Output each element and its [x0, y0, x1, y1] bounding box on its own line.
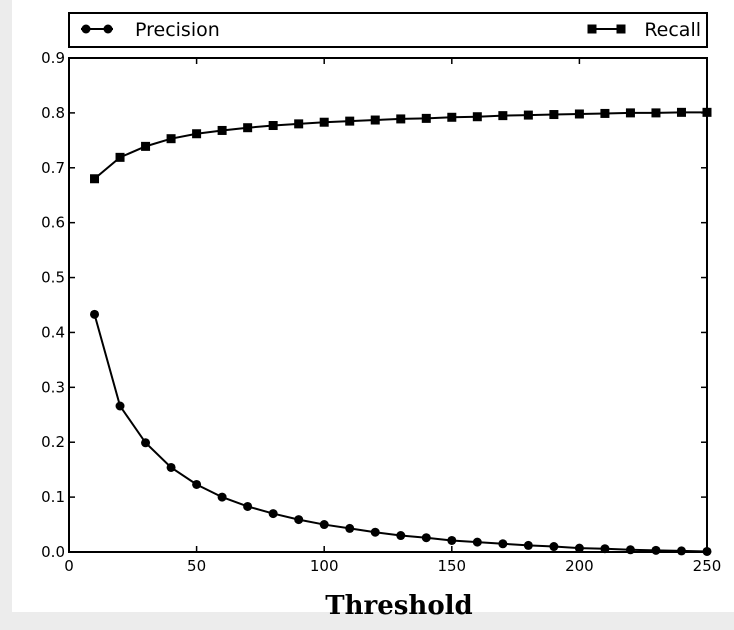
precision-point: [268, 509, 278, 519]
legend-recall-label: Recall: [644, 19, 701, 41]
recall-point: [396, 114, 406, 124]
precision-point: [166, 462, 176, 472]
precision-point: [625, 545, 635, 555]
legend-recall-marker: [587, 24, 597, 34]
precision-point: [294, 515, 304, 525]
precision-point: [192, 479, 202, 489]
recall-point: [421, 113, 431, 123]
precision-point: [319, 520, 329, 530]
y-tick-label: 0.5: [41, 269, 65, 287]
y-tick-label: 0.9: [41, 49, 65, 67]
precision-point: [421, 533, 431, 543]
x-tick-label: 250: [693, 557, 722, 575]
series-layer: [90, 107, 712, 556]
precision-point: [370, 527, 380, 537]
x-axis-label: Threshold: [325, 591, 472, 621]
recall-point: [472, 112, 482, 122]
precision-point: [498, 539, 508, 549]
plot-area: [68, 57, 708, 553]
x-tick-label: 150: [437, 557, 466, 575]
precision-point: [651, 545, 661, 555]
recall-point: [651, 108, 661, 118]
precision-point: [600, 544, 610, 554]
x-tick-label: 0: [64, 557, 74, 575]
recall-point: [523, 110, 533, 120]
x-tick-label: 50: [187, 557, 206, 575]
precision-point: [472, 537, 482, 547]
precision-point: [396, 531, 406, 541]
recall-point: [345, 116, 355, 126]
recall-point: [141, 141, 151, 151]
legend: Precision Recall: [68, 12, 708, 48]
recall-point: [166, 134, 176, 144]
precision-point: [574, 543, 584, 553]
legend-precision-marker: [103, 24, 113, 34]
precision-point: [447, 535, 457, 545]
precision-point: [141, 438, 151, 448]
legend-recall-marker: [616, 24, 626, 34]
precision-point: [523, 540, 533, 550]
y-tick-label: 0.8: [41, 104, 65, 122]
y-tick-label: 0.1: [41, 488, 65, 506]
precision-point: [90, 309, 100, 319]
recall-point: [625, 108, 635, 118]
precision-point: [115, 401, 125, 411]
recall-point: [549, 110, 559, 120]
y-tick-label: 0.0: [41, 543, 65, 561]
recall-point: [600, 108, 610, 118]
legend-precision-label: Precision: [135, 19, 220, 41]
recall-point: [217, 125, 227, 135]
recall-point: [90, 174, 100, 184]
recall-point: [574, 109, 584, 119]
y-tick-label: 0.6: [41, 214, 65, 232]
precision-point: [676, 546, 686, 556]
precision-point: [243, 501, 253, 511]
precision-point: [345, 523, 355, 533]
recall-point: [294, 119, 304, 129]
precision-point: [217, 492, 227, 502]
recall-point: [498, 111, 508, 121]
y-tick-label: 0.3: [41, 378, 65, 396]
recall-point: [268, 121, 278, 131]
precision-point: [702, 546, 712, 556]
recall-point: [319, 117, 329, 127]
y-tick-label: 0.4: [41, 323, 65, 341]
y-tick-label: 0.2: [41, 433, 65, 451]
recall-point: [676, 107, 686, 117]
recall-point: [702, 107, 712, 117]
recall-point: [370, 115, 380, 125]
recall-point: [192, 129, 202, 139]
precision-point: [549, 542, 559, 552]
x-tick-label: 100: [310, 557, 339, 575]
x-tick-label: 200: [565, 557, 594, 575]
y-tick-label: 0.7: [41, 159, 65, 177]
recall-point: [243, 123, 253, 133]
recall-point: [115, 152, 125, 162]
legend-precision-marker: [81, 24, 91, 34]
recall-point: [447, 112, 457, 122]
